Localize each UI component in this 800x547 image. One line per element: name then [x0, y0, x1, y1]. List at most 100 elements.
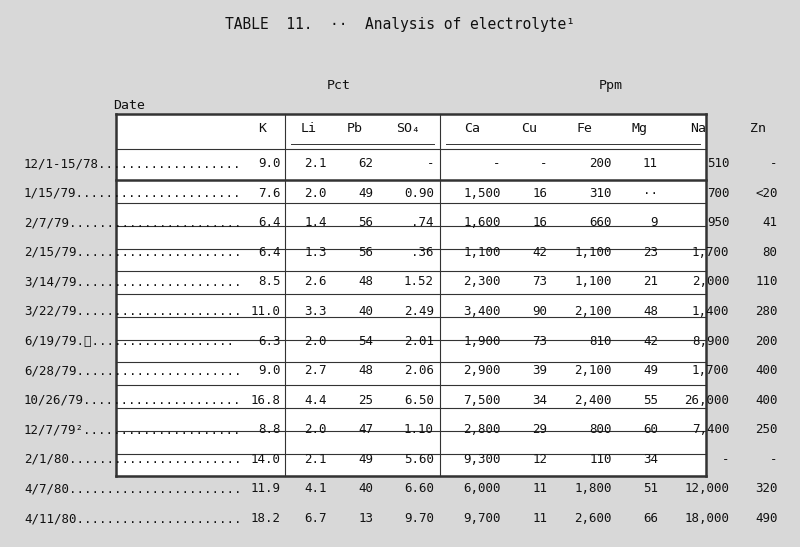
Text: 16.8: 16.8: [250, 394, 280, 407]
Text: 490: 490: [755, 512, 778, 525]
Text: 40: 40: [358, 305, 373, 318]
Text: 6,000: 6,000: [463, 482, 501, 496]
Text: 54: 54: [358, 335, 373, 347]
Text: 2.1: 2.1: [304, 157, 326, 170]
Text: 4/7/80.......................: 4/7/80.......................: [24, 482, 242, 496]
Text: 1,900: 1,900: [463, 335, 501, 347]
Text: 400: 400: [755, 394, 778, 407]
Text: 1,100: 1,100: [574, 246, 611, 259]
Text: Ppm: Ppm: [598, 79, 622, 92]
Text: 11.9: 11.9: [250, 482, 280, 496]
Text: 2/15/79......................: 2/15/79......................: [24, 246, 242, 259]
Text: 66: 66: [643, 512, 658, 525]
Text: 2.0: 2.0: [304, 335, 326, 347]
Text: 250: 250: [755, 423, 778, 437]
Text: 6/19/79.‥...................: 6/19/79.‥...................: [24, 335, 234, 347]
Text: 73: 73: [532, 275, 547, 288]
Text: 6/28/79......................: 6/28/79......................: [24, 364, 242, 377]
Text: 1.10: 1.10: [404, 423, 434, 437]
Text: 2.01: 2.01: [404, 335, 434, 347]
Text: Li: Li: [300, 122, 316, 135]
Text: 9.0: 9.0: [258, 157, 280, 170]
Text: 3,400: 3,400: [463, 305, 501, 318]
Text: 1/15/79......................: 1/15/79......................: [24, 187, 242, 200]
Text: 12/1-15/78...................: 12/1-15/78...................: [24, 157, 242, 170]
Text: 2.0: 2.0: [304, 187, 326, 200]
Text: 48: 48: [358, 275, 373, 288]
Text: 16: 16: [532, 187, 547, 200]
Text: 200: 200: [755, 335, 778, 347]
Text: 12/7/79².....................: 12/7/79².....................: [24, 423, 242, 437]
Text: Pb: Pb: [346, 122, 362, 135]
Text: 7,400: 7,400: [692, 423, 730, 437]
Text: 2.49: 2.49: [404, 305, 434, 318]
Text: 2.6: 2.6: [304, 275, 326, 288]
Text: 1,800: 1,800: [574, 482, 611, 496]
Text: TABLE  11.  ··  Analysis of electrolyte¹: TABLE 11. ·· Analysis of electrolyte¹: [225, 17, 575, 32]
Text: 3/14/79......................: 3/14/79......................: [24, 275, 242, 288]
Text: 2,900: 2,900: [463, 364, 501, 377]
Text: 1,100: 1,100: [463, 246, 501, 259]
Text: 320: 320: [755, 482, 778, 496]
Text: 1.52: 1.52: [404, 275, 434, 288]
Text: 2.7: 2.7: [304, 364, 326, 377]
Text: 2,400: 2,400: [574, 394, 611, 407]
Text: 5.60: 5.60: [404, 453, 434, 466]
Text: 8.5: 8.5: [258, 275, 280, 288]
Text: 49: 49: [643, 364, 658, 377]
Text: 1,700: 1,700: [692, 246, 730, 259]
Text: 12: 12: [532, 453, 547, 466]
Text: 110: 110: [589, 453, 611, 466]
Text: -: -: [770, 157, 778, 170]
Text: 62: 62: [358, 157, 373, 170]
Text: 6.50: 6.50: [404, 394, 434, 407]
Text: -: -: [426, 157, 434, 170]
Text: 12,000: 12,000: [684, 482, 730, 496]
Text: 49: 49: [358, 187, 373, 200]
Text: SO₄: SO₄: [396, 122, 420, 135]
Text: 13: 13: [358, 512, 373, 525]
Text: 4.1: 4.1: [304, 482, 326, 496]
Text: 41: 41: [762, 216, 778, 229]
Text: K: K: [258, 122, 266, 135]
Text: 80: 80: [762, 246, 778, 259]
Text: 2,300: 2,300: [463, 275, 501, 288]
Text: 9.0: 9.0: [258, 364, 280, 377]
Text: 9: 9: [650, 216, 658, 229]
Text: Fe: Fe: [576, 122, 592, 135]
Text: 9.70: 9.70: [404, 512, 434, 525]
Text: 11: 11: [532, 482, 547, 496]
Text: 2,000: 2,000: [692, 275, 730, 288]
Text: 2,100: 2,100: [574, 364, 611, 377]
Text: 42: 42: [643, 335, 658, 347]
Text: 48: 48: [643, 305, 658, 318]
Text: 73: 73: [532, 335, 547, 347]
Text: 800: 800: [589, 423, 611, 437]
Text: -: -: [494, 157, 501, 170]
Text: 1,100: 1,100: [574, 275, 611, 288]
Text: 1,400: 1,400: [692, 305, 730, 318]
Text: 90: 90: [532, 305, 547, 318]
Text: Date: Date: [114, 100, 146, 112]
Text: 4.4: 4.4: [304, 394, 326, 407]
Text: 3/22/79......................: 3/22/79......................: [24, 305, 242, 318]
Text: 2.0: 2.0: [304, 423, 326, 437]
Text: 9,700: 9,700: [463, 512, 501, 525]
Text: 7,500: 7,500: [463, 394, 501, 407]
Text: 9,300: 9,300: [463, 453, 501, 466]
Text: 56: 56: [358, 216, 373, 229]
Text: 48: 48: [358, 364, 373, 377]
Text: Pct: Pct: [326, 79, 350, 92]
Text: 110: 110: [755, 275, 778, 288]
Text: -: -: [540, 157, 547, 170]
Text: 23: 23: [643, 246, 658, 259]
Text: 1.4: 1.4: [304, 216, 326, 229]
Text: Na: Na: [690, 122, 706, 135]
Text: 2.1: 2.1: [304, 453, 326, 466]
Text: 1,700: 1,700: [692, 364, 730, 377]
Text: -: -: [722, 453, 730, 466]
Text: 40: 40: [358, 482, 373, 496]
Text: 310: 310: [589, 187, 611, 200]
Text: Ca: Ca: [464, 122, 480, 135]
Text: 8.8: 8.8: [258, 423, 280, 437]
